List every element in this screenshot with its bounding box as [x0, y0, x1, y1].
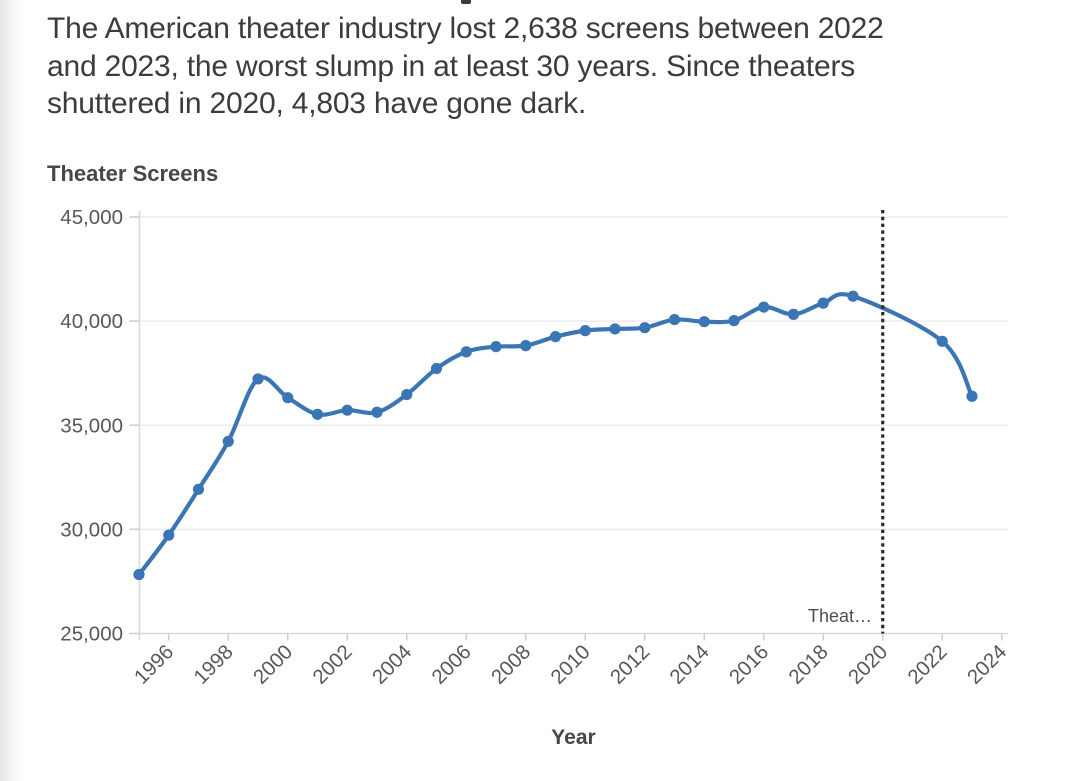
data-point-marker — [252, 373, 264, 385]
x-tick-label: 2016 — [725, 640, 774, 689]
data-point-marker — [282, 392, 294, 404]
data-point-marker — [579, 325, 591, 337]
x-tick-label: 2012 — [606, 640, 655, 689]
data-point-marker — [311, 408, 324, 420]
data-point-marker — [222, 435, 234, 448]
x-tick-label: 2010 — [546, 640, 595, 689]
y-tick-label: 35,000 — [60, 414, 123, 437]
data-point-marker — [728, 315, 740, 327]
data-point-marker — [668, 313, 681, 326]
x-tick-label: 1998 — [189, 640, 238, 689]
y-tick-label: 45,000 — [60, 206, 123, 229]
x-tick-label: 2002 — [308, 640, 357, 689]
data-point-marker — [341, 404, 353, 416]
data-point-marker — [430, 362, 443, 375]
y-tick-label: 40,000 — [60, 310, 123, 333]
data-point-marker — [698, 316, 710, 328]
data-point-marker — [758, 301, 770, 313]
x-tick-label: 2018 — [784, 640, 833, 689]
x-tick-label: 2000 — [249, 640, 298, 689]
data-point-marker — [371, 406, 383, 418]
data-point-marker — [490, 341, 502, 353]
data-point-marker — [549, 331, 562, 343]
data-point-marker — [133, 568, 145, 581]
x-tick-label: 2008 — [487, 640, 536, 689]
data-point-marker — [847, 290, 859, 302]
x-tick-label: 1996 — [130, 640, 179, 689]
x-tick-label: 2006 — [427, 640, 476, 689]
data-point-marker — [936, 335, 948, 347]
x-tick-label: 2004 — [368, 640, 417, 689]
data-point-marker — [966, 390, 978, 402]
data-point-marker — [192, 483, 205, 495]
x-tick-label: 2014 — [665, 640, 714, 689]
vline-annotation-label: Theat… — [807, 606, 872, 626]
data-point-marker — [639, 322, 651, 334]
x-tick-label: 2022 — [903, 640, 952, 689]
y-tick-label: 25,000 — [60, 623, 123, 646]
data-point-marker — [401, 388, 413, 401]
data-point-marker — [460, 346, 472, 358]
y-tick-label: 30,000 — [60, 518, 123, 541]
chart-title: Theater Screens — [47, 161, 219, 186]
data-point-marker — [520, 340, 532, 352]
subtitle-line-3: shuttered in 2020, 4,803 have gone dark. — [47, 87, 587, 120]
data-point-marker — [163, 529, 175, 541]
subtitle-line-1: The American theater industry lost 2,638… — [47, 12, 884, 45]
data-point-marker — [817, 297, 829, 309]
x-tick-label: 2024 — [963, 640, 1012, 689]
x-tick-label: 2020 — [844, 640, 893, 689]
chart-subtitle: The American theater industry lost 2,638… — [47, 10, 1037, 123]
data-point-marker — [609, 323, 621, 335]
data-point-marker — [787, 308, 800, 320]
x-axis-title: Year — [551, 726, 596, 749]
subtitle-line-2: and 2023, the worst slump in at least 30… — [47, 49, 856, 83]
cropped-headline-remnant — [461, 0, 471, 4]
